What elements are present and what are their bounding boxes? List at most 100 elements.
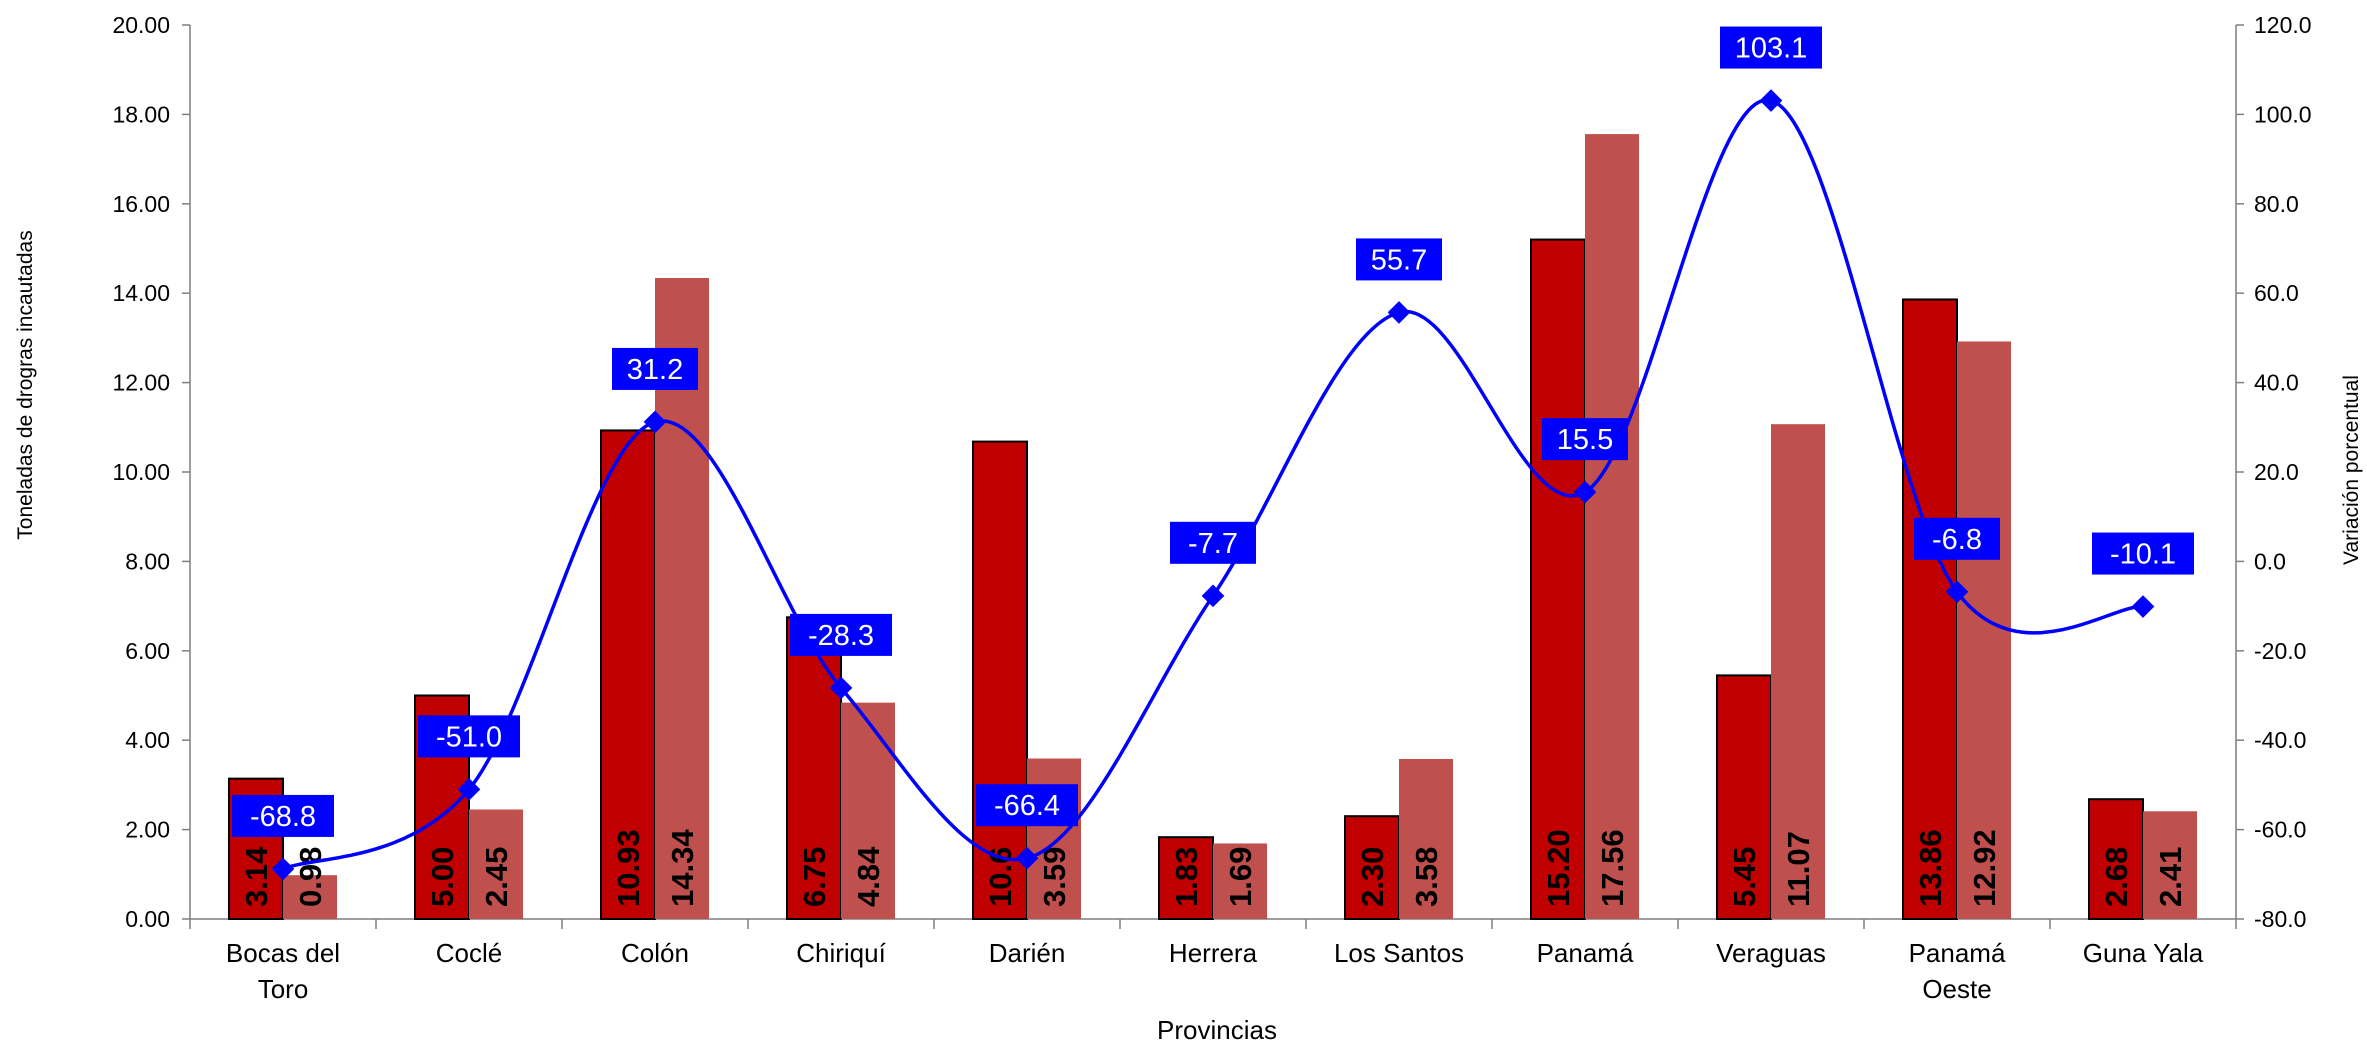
bar-data-label: 0.98 (293, 847, 328, 907)
bar-data-label: 3.14 (239, 846, 274, 907)
line-data-label: -7.7 (1188, 528, 1238, 560)
y-right-tick-label: -40.0 (2254, 727, 2306, 753)
y-left-axis-title: Toneladas de drogras incautadas (14, 230, 37, 539)
variation-line (282, 98, 2144, 871)
line-data-label: -6.8 (1932, 524, 1982, 556)
bar-data-label: 6.75 (797, 847, 832, 907)
y-left-tick-label: 6.00 (125, 638, 170, 664)
line-data-label: 15.5 (1557, 424, 1613, 456)
bar-series-2 (1399, 758, 1453, 919)
x-axis-title: Provincias (1157, 1015, 1277, 1044)
line-point-marker (1201, 584, 1225, 608)
bar-data-label: 4.84 (851, 846, 886, 907)
line-data-label-box (1720, 26, 1822, 69)
line-data-label: 55.7 (1371, 244, 1427, 276)
bar-data-label: 5.00 (425, 847, 460, 907)
bar-data-label: 1.83 (1169, 847, 1204, 907)
bar-data-label: 2.45 (479, 847, 514, 907)
y-left-tick-label: 12.00 (112, 370, 170, 396)
x-category-label: Guna Yala (2083, 938, 2204, 968)
y-left-tick-label: 8.00 (125, 548, 170, 574)
line-data-label-box (1170, 521, 1256, 564)
bar-labels-layer: 3.14 5.00 10.93 6.75 10.6 1.83 2.30 15.20 5.45 13… (239, 829, 2188, 907)
x-category-label: Chiriquí (796, 938, 886, 968)
line-layer (271, 89, 2155, 881)
bar-series-2 (1957, 341, 2011, 919)
bar-data-label: 12.92 (1967, 829, 2002, 907)
y-right-tick-label: -60.0 (2254, 817, 2306, 843)
bar-series-2 (2143, 811, 2197, 919)
bar-data-label: 3.59 (1037, 847, 1072, 907)
line-data-label-box (790, 613, 892, 656)
bar-series-1 (2088, 798, 2144, 920)
y-right-tick-label: 40.0 (2254, 370, 2299, 396)
bar-data-label: 2.41 (2153, 847, 2188, 907)
line-data-label-box (1356, 238, 1442, 281)
line-point-marker (2131, 595, 2155, 618)
bar-series-1 (600, 429, 656, 920)
line-data-label-box (2092, 532, 2194, 575)
line-data-label-box (612, 347, 698, 390)
bar-data-label: 15.20 (1541, 829, 1576, 907)
y-left-tick-label: 0.00 (125, 906, 170, 932)
x-category-label: Herrera (1169, 938, 1258, 968)
bar-series-2 (469, 809, 523, 919)
y-right-tick-label: 80.0 (2254, 191, 2299, 217)
y-left-tick-label: 16.00 (112, 191, 170, 217)
axes-layer: 0.00 2.00 4.00 6.00 8.00 10.00 12.00 14.00 16.00… (112, 12, 2311, 1004)
line-labels-layer: -68.8 -51.0 31.2 -28.3 -66.4 -7.7 55.7 15.5 103.… (232, 26, 2194, 837)
y-right-tick-label: 20.0 (2254, 459, 2299, 485)
bar-series-2 (1771, 424, 1825, 919)
y-left-tick-label: 20.00 (112, 12, 170, 38)
y-left-tick-label: 4.00 (125, 727, 170, 753)
line-point-marker (643, 410, 667, 434)
x-category-label: Panamá Oeste (1909, 938, 2006, 1004)
bar-data-label: 5.45 (1727, 847, 1762, 907)
line-data-label-box (976, 784, 1078, 827)
y-left-tick-label: 18.00 (112, 101, 170, 127)
line-point-marker (829, 676, 853, 700)
x-category-label: Panamá (1537, 938, 1634, 968)
bar-series-1 (1902, 298, 1958, 920)
x-category-label: Veraguas (1716, 938, 1826, 968)
line-data-label: 103.1 (1735, 33, 1808, 65)
bar-data-label: 13.86 (1913, 829, 1948, 907)
line-data-label: -28.3 (808, 620, 874, 652)
line-point-marker (1387, 301, 1411, 324)
bar-series-1 (1158, 836, 1214, 920)
line-point-marker (1945, 580, 1969, 604)
x-category-label: Darién (989, 938, 1066, 968)
bar-series-1 (972, 440, 1028, 920)
bar-data-label: 2.68 (2099, 847, 2134, 907)
line-data-label-box (232, 794, 334, 837)
line-point-marker (1759, 89, 1783, 112)
line-point-marker (1015, 846, 1039, 870)
y-right-tick-label: 60.0 (2254, 280, 2299, 306)
y-right-tick-label: 120.0 (2254, 12, 2312, 38)
bar-data-label: 11.07 (1781, 831, 1816, 907)
line-point-marker (1573, 480, 1597, 504)
bar-data-label: 2.30 (1355, 847, 1390, 907)
line-data-label-box (1542, 418, 1628, 461)
line-data-label-box (418, 715, 520, 758)
x-category-label: Los Santos (1334, 938, 1464, 968)
bar-series-2 (841, 702, 895, 919)
bar-series-2 (1585, 134, 1639, 919)
bar-data-label: 3.58 (1409, 847, 1444, 907)
bar-data-label: 1.69 (1223, 847, 1258, 907)
line-data-label: -10.1 (2110, 539, 2176, 571)
bar-data-label: 14.34 (665, 829, 700, 907)
x-category-label: Bocas del Toro (226, 938, 340, 1004)
line-data-label: -68.8 (250, 801, 316, 833)
y-right-axis-title: Variación porcentual (2340, 375, 2363, 565)
x-category-label: Colón (621, 938, 689, 968)
bar-series-2 (1213, 843, 1267, 919)
line-data-label-box (1914, 517, 2000, 560)
bar-series-1 (1530, 238, 1586, 920)
y-left-tick-label: 2.00 (125, 817, 170, 843)
line-point-marker (271, 857, 295, 881)
line-data-label: -51.0 (436, 721, 502, 753)
line-data-label: 31.2 (627, 354, 683, 386)
bar-series-1 (1344, 815, 1400, 920)
